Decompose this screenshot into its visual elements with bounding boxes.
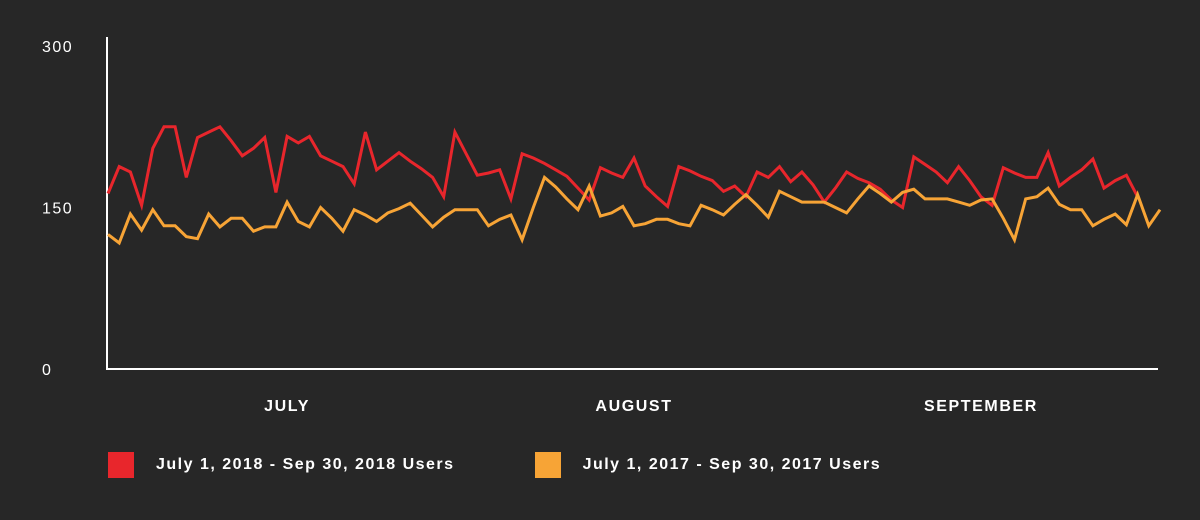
line-chart-plot: 300 150 0 JULY AUGUST SEPTEMBER	[42, 37, 1162, 415]
series-line-2018	[106, 124, 1139, 212]
legend-item-2017: July 1, 2017 - Sep 30, 2017 Users	[534, 452, 882, 478]
legend: July 1, 2018 - Sep 30, 2018 Users July 1…	[108, 452, 961, 478]
series-line-2017	[107, 174, 1162, 246]
legend-swatch-2017	[534, 452, 561, 478]
legend-item-2018: July 1, 2018 - Sep 30, 2018 Users	[108, 452, 455, 478]
legend-swatch-2018	[108, 452, 134, 478]
x-tick-label-july: JULY	[264, 398, 310, 415]
x-tick-label-august: AUGUST	[595, 398, 672, 415]
x-tick-label-september: SEPTEMBER	[924, 398, 1038, 415]
legend-label-2018: July 1, 2018 - Sep 30, 2018 Users	[156, 456, 455, 473]
y-tick-label-150: 150	[42, 201, 73, 218]
y-tick-label-300: 300	[42, 39, 73, 56]
legend-label-2017: July 1, 2017 - Sep 30, 2017 Users	[582, 456, 882, 473]
y-tick-label-0: 0	[42, 362, 52, 379]
